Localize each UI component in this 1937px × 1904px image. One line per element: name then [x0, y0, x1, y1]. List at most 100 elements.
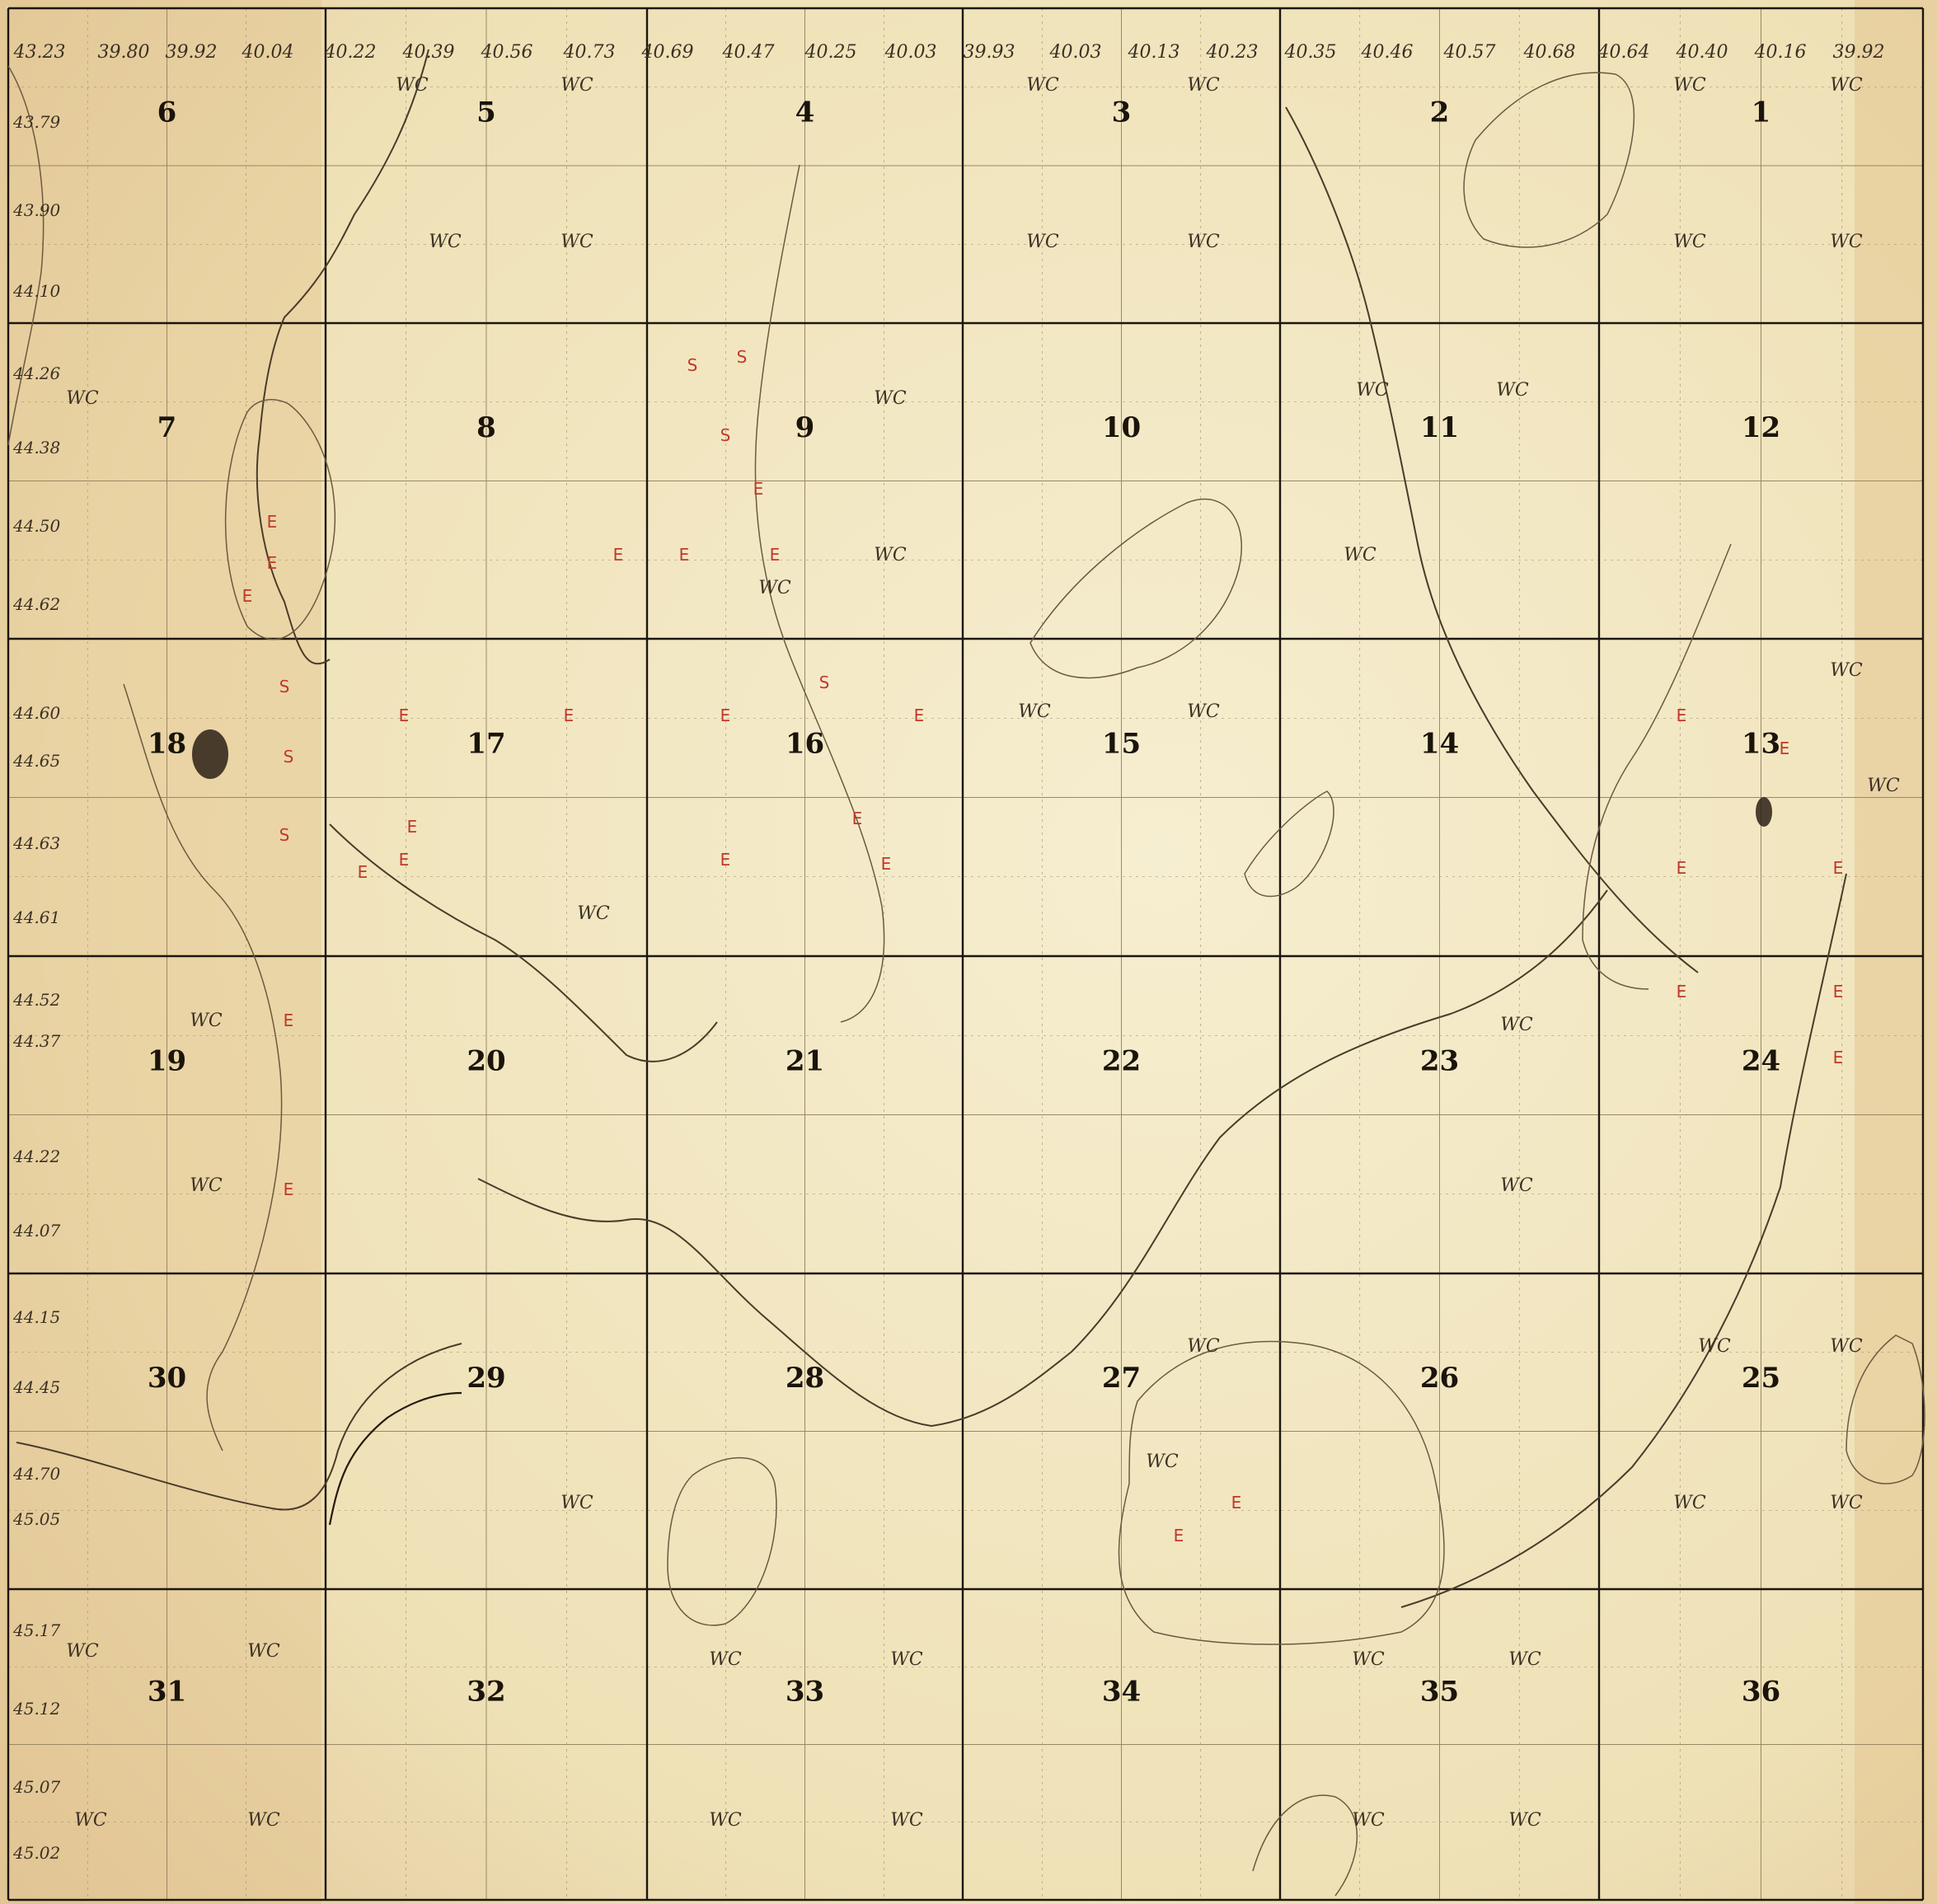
top-chainage: 39.92	[1833, 42, 1885, 63]
e-mark: E	[1677, 706, 1687, 725]
marsh-outline-section-33	[667, 1457, 777, 1626]
e-mark: E	[1780, 739, 1790, 758]
left-chainage-column: 43.79 43.90 44.10 44.26 44.38 44.50 44.62 44.60…	[12, 112, 61, 1863]
wc-mark: WC	[560, 232, 593, 252]
section-number: 35	[1420, 1676, 1459, 1709]
creek-northeast	[1285, 106, 1699, 973]
section-number: 12	[1742, 411, 1780, 444]
section-number: 19	[148, 1045, 186, 1078]
wc-mark: WC	[190, 1175, 223, 1196]
left-chainage: 44.15	[12, 1307, 60, 1327]
wc-mark: WC	[74, 1810, 107, 1831]
section-number: 25	[1742, 1362, 1780, 1395]
wc-mark: WC	[1344, 545, 1377, 565]
ink-blots	[192, 729, 1772, 827]
wc-mark: WC	[874, 388, 907, 409]
section-number: 6	[157, 96, 177, 129]
e-mark: E	[613, 545, 624, 565]
wc-mark: WC	[1187, 75, 1220, 96]
wc-mark: WC	[1830, 75, 1863, 96]
e-mark: E	[1174, 1526, 1184, 1545]
top-chainage: 40.03	[1049, 42, 1102, 63]
e-mark: E	[267, 553, 278, 573]
e-mark: E	[852, 809, 863, 828]
top-chainage: 40.35	[1284, 42, 1337, 63]
e-mark: E	[1677, 982, 1687, 1001]
wc-mark: WC	[1673, 1493, 1706, 1513]
marsh-outline-section-25	[1846, 1334, 1925, 1484]
section-number: 24	[1742, 1045, 1780, 1078]
marsh-outline-section-13	[1582, 543, 1732, 990]
left-chainage: 44.50	[12, 516, 61, 536]
e-mark: E	[407, 817, 418, 837]
terrain-features	[7, 49, 1925, 1897]
marsh-outline-section-18	[7, 65, 45, 446]
wc-mark: WC	[429, 232, 462, 252]
wc-mark: WC	[1026, 232, 1059, 252]
section-number: 34	[1102, 1676, 1141, 1709]
section-number: 11	[1420, 411, 1459, 444]
section-number: 3	[1112, 96, 1132, 129]
e-mark: E	[267, 512, 278, 532]
wc-mark: WC	[1830, 232, 1863, 252]
top-chainage: 40.16	[1754, 42, 1807, 63]
top-chainage: 40.40	[1676, 42, 1728, 63]
e-mark: E	[1231, 1493, 1242, 1512]
section-number: 23	[1420, 1045, 1459, 1078]
creek-southeast	[1400, 873, 1847, 1608]
marsh-outline-section-15	[1244, 790, 1334, 898]
s-mark: S	[687, 355, 698, 375]
e-mark: E	[720, 706, 731, 725]
ink-blot-section-18	[192, 729, 228, 779]
top-chainage: 40.13	[1128, 42, 1180, 63]
top-chainage: 40.68	[1523, 42, 1576, 63]
wc-mark: WC	[1830, 660, 1863, 681]
wc-mark: WC	[1830, 1493, 1863, 1513]
section-number: 27	[1102, 1362, 1141, 1395]
wc-mark: WC	[1673, 75, 1706, 96]
wc-mark: WC	[890, 1649, 923, 1670]
section-number: 30	[148, 1362, 186, 1395]
marsh-outline-section-27	[1118, 1340, 1445, 1645]
marsh-outline-north	[224, 399, 336, 640]
section-number: 14	[1420, 728, 1459, 761]
top-chainage: 40.64	[1597, 42, 1650, 63]
left-chainage: 44.61	[12, 907, 60, 927]
left-chainage: 44.62	[12, 594, 60, 614]
left-chainage: 44.10	[12, 281, 61, 301]
wc-mark: WC	[66, 1641, 99, 1662]
left-chainage: 44.60	[12, 703, 61, 723]
top-chainage: 40.73	[563, 42, 616, 63]
marsh-outline-section-16	[754, 164, 885, 1023]
marsh-outline-section-10	[1029, 498, 1243, 679]
top-chainage: 40.04	[242, 42, 294, 63]
wc-mark: WC	[758, 578, 791, 598]
section-number: 21	[786, 1045, 824, 1078]
s-mark: S	[284, 747, 294, 767]
e-mark: E	[679, 545, 690, 565]
left-chainage: 44.37	[12, 1031, 61, 1051]
s-mark: S	[819, 673, 830, 692]
s-mark: S	[279, 677, 290, 696]
e-mark: E	[881, 854, 892, 874]
section-number: 26	[1420, 1362, 1459, 1395]
wc-mark: WC	[1698, 1336, 1731, 1357]
e-mark: E	[284, 1011, 294, 1030]
wc-mark: WC	[190, 1011, 223, 1031]
ink-blot-section-13	[1756, 797, 1772, 827]
wc-mark: WC	[1187, 701, 1220, 722]
wc-mark: WC	[247, 1641, 280, 1662]
wc-mark: WC	[1508, 1810, 1541, 1831]
top-chainage-row: 43.23 39.80 39.92 40.04 40.22 40.39 40.56 40.73…	[13, 42, 1885, 63]
top-chainage: 40.57	[1443, 42, 1496, 63]
section-number: 20	[467, 1045, 505, 1078]
section-number: 7	[157, 411, 177, 444]
section-number: 4	[795, 96, 815, 129]
wc-mark: WC	[1187, 1336, 1220, 1357]
aged-right-stain	[1855, 0, 1937, 1904]
left-chainage: 44.52	[12, 990, 60, 1010]
s-mark: S	[737, 347, 748, 367]
left-chainage: 44.70	[12, 1464, 61, 1484]
top-chainage: 39.93	[964, 42, 1015, 63]
